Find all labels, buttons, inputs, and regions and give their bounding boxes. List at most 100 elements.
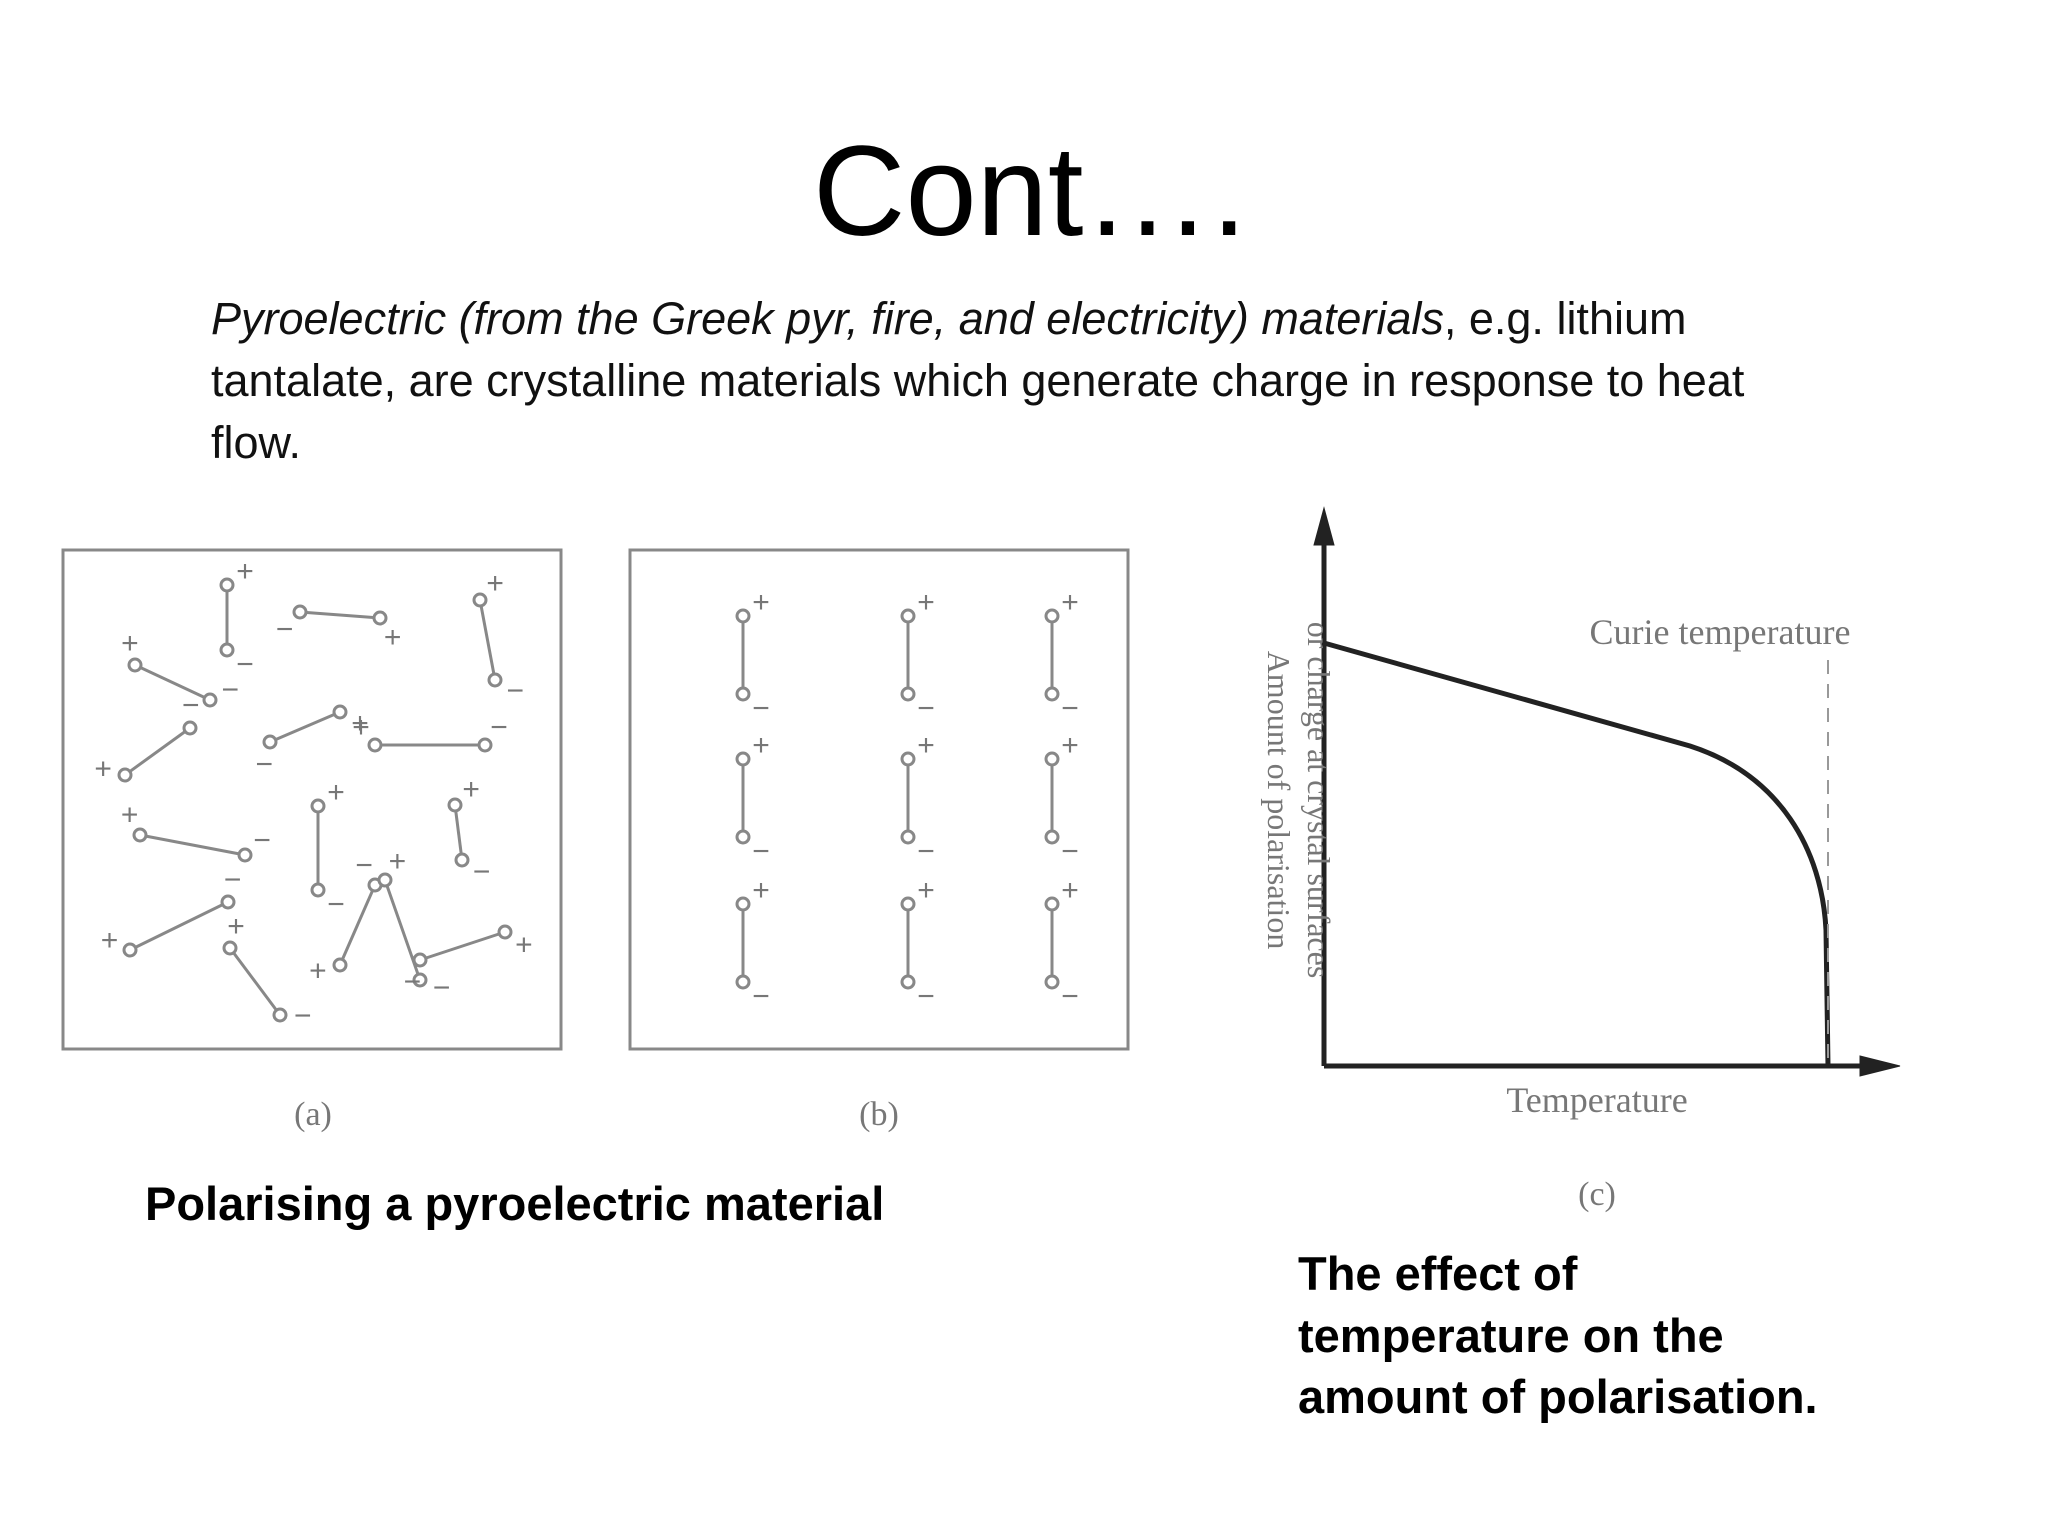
dipole-end <box>1044 751 1060 767</box>
dipole-end <box>182 720 198 736</box>
dipole-end <box>1044 829 1060 845</box>
dipole-end <box>127 657 143 673</box>
polarisation-curve <box>1323 640 1831 1067</box>
minus-sign: − <box>327 888 345 921</box>
dipole-bond <box>269 710 341 744</box>
minus-sign: − <box>433 971 451 1004</box>
dipole-end <box>497 924 513 940</box>
minus-sign: − <box>917 835 935 868</box>
x-label: Temperature <box>1506 1080 1687 1120</box>
minus-sign: − <box>294 999 312 1032</box>
minus-sign: − <box>222 674 240 707</box>
minus-sign: − <box>224 864 242 897</box>
caption-right-line: temperature on the <box>1298 1309 1724 1362</box>
plus-sign: + <box>351 707 369 740</box>
y-arrow <box>1313 506 1335 546</box>
plus-sign: + <box>515 929 533 962</box>
dipole-end <box>272 1007 288 1023</box>
dipole-end <box>132 827 148 843</box>
dipole-end <box>292 604 308 620</box>
dipole-bond <box>419 930 506 962</box>
y-label-line: Amount of polarisation <box>1261 651 1297 950</box>
plus-sign: + <box>309 955 327 988</box>
plus-sign: + <box>121 627 139 660</box>
dipole-bond <box>453 804 464 861</box>
dipole-end <box>219 577 235 593</box>
panel-b <box>628 548 1130 1051</box>
minus-sign: − <box>255 748 273 781</box>
dipole-end <box>222 940 238 956</box>
dipole-end <box>735 896 751 912</box>
plus-sign: + <box>1061 874 1079 907</box>
dipole-end <box>219 642 235 658</box>
minus-sign: − <box>355 849 373 882</box>
dipole-end <box>367 737 383 753</box>
dipole-bond <box>228 947 282 1016</box>
plus-sign: + <box>384 621 402 654</box>
plus-sign: + <box>227 910 245 943</box>
dipole-end <box>412 952 428 968</box>
dipole-end <box>412 972 428 988</box>
dipole-end <box>1044 608 1060 624</box>
dipole-end <box>332 704 348 720</box>
dipole-bond <box>338 884 377 966</box>
dipole-end <box>735 751 751 767</box>
dipole-end <box>1044 974 1060 990</box>
paragraph-italic: Pyroelectric (from the Greek pyr, fire, … <box>211 293 1444 344</box>
plus-sign: + <box>389 845 407 878</box>
plus-sign: + <box>486 567 504 600</box>
dipole-end <box>900 608 916 624</box>
plus-sign: + <box>1061 729 1079 762</box>
minus-sign: − <box>236 648 254 681</box>
plus-sign: + <box>917 874 935 907</box>
dipole-bond <box>478 599 497 681</box>
minus-sign: − <box>182 689 200 722</box>
dipole-end <box>735 974 751 990</box>
caption-right-line: The effect of <box>1298 1247 1578 1300</box>
caption-right-line: amount of polarisation. <box>1298 1370 1818 1423</box>
plus-sign: + <box>327 776 345 809</box>
dipole-end <box>472 592 488 608</box>
dipole-bond <box>124 726 191 777</box>
plus-sign: + <box>352 711 370 744</box>
plus-sign: + <box>917 586 935 619</box>
plus-sign: + <box>94 753 112 786</box>
label-c: (c) <box>1578 1176 1616 1213</box>
y-label: Amount of polarisation or charge at crys… <box>1261 622 1337 979</box>
paragraph: Pyroelectric (from the Greek pyr, fire, … <box>211 288 1791 474</box>
title: Cont…. <box>813 120 1247 263</box>
plus-sign: + <box>236 555 254 588</box>
dipole-end <box>377 872 393 888</box>
label-b: (b) <box>859 1096 899 1133</box>
panel-a <box>61 548 563 1051</box>
minus-sign: − <box>253 824 271 857</box>
dipole-end <box>900 686 916 702</box>
dipole-end <box>477 737 493 753</box>
dipole-end <box>735 829 751 845</box>
plus-sign: + <box>462 773 480 806</box>
plus-sign: + <box>121 799 139 832</box>
dipole-end <box>372 610 388 626</box>
dipole-end <box>310 798 326 814</box>
paragraph-rest: , e.g. lithium tantalate, are crystallin… <box>211 293 1745 468</box>
dipole-end <box>202 692 218 708</box>
minus-sign: − <box>490 711 508 744</box>
minus-sign: − <box>473 856 491 889</box>
dipole-bond <box>299 610 381 620</box>
caption-left: Polarising a pyroelectric material <box>145 1177 884 1230</box>
dipole-end <box>735 608 751 624</box>
plus-sign: + <box>917 729 935 762</box>
dipole-end <box>1044 686 1060 702</box>
dipole-end <box>262 734 278 750</box>
minus-sign: − <box>404 965 422 998</box>
plus-sign: + <box>752 729 770 762</box>
minus-sign: − <box>1061 980 1079 1013</box>
dipole-end <box>900 974 916 990</box>
minus-sign: − <box>752 980 770 1013</box>
dipole-end <box>900 829 916 845</box>
dipole-bond <box>129 900 229 952</box>
minus-sign: − <box>917 980 935 1013</box>
minus-sign: − <box>1061 835 1079 868</box>
